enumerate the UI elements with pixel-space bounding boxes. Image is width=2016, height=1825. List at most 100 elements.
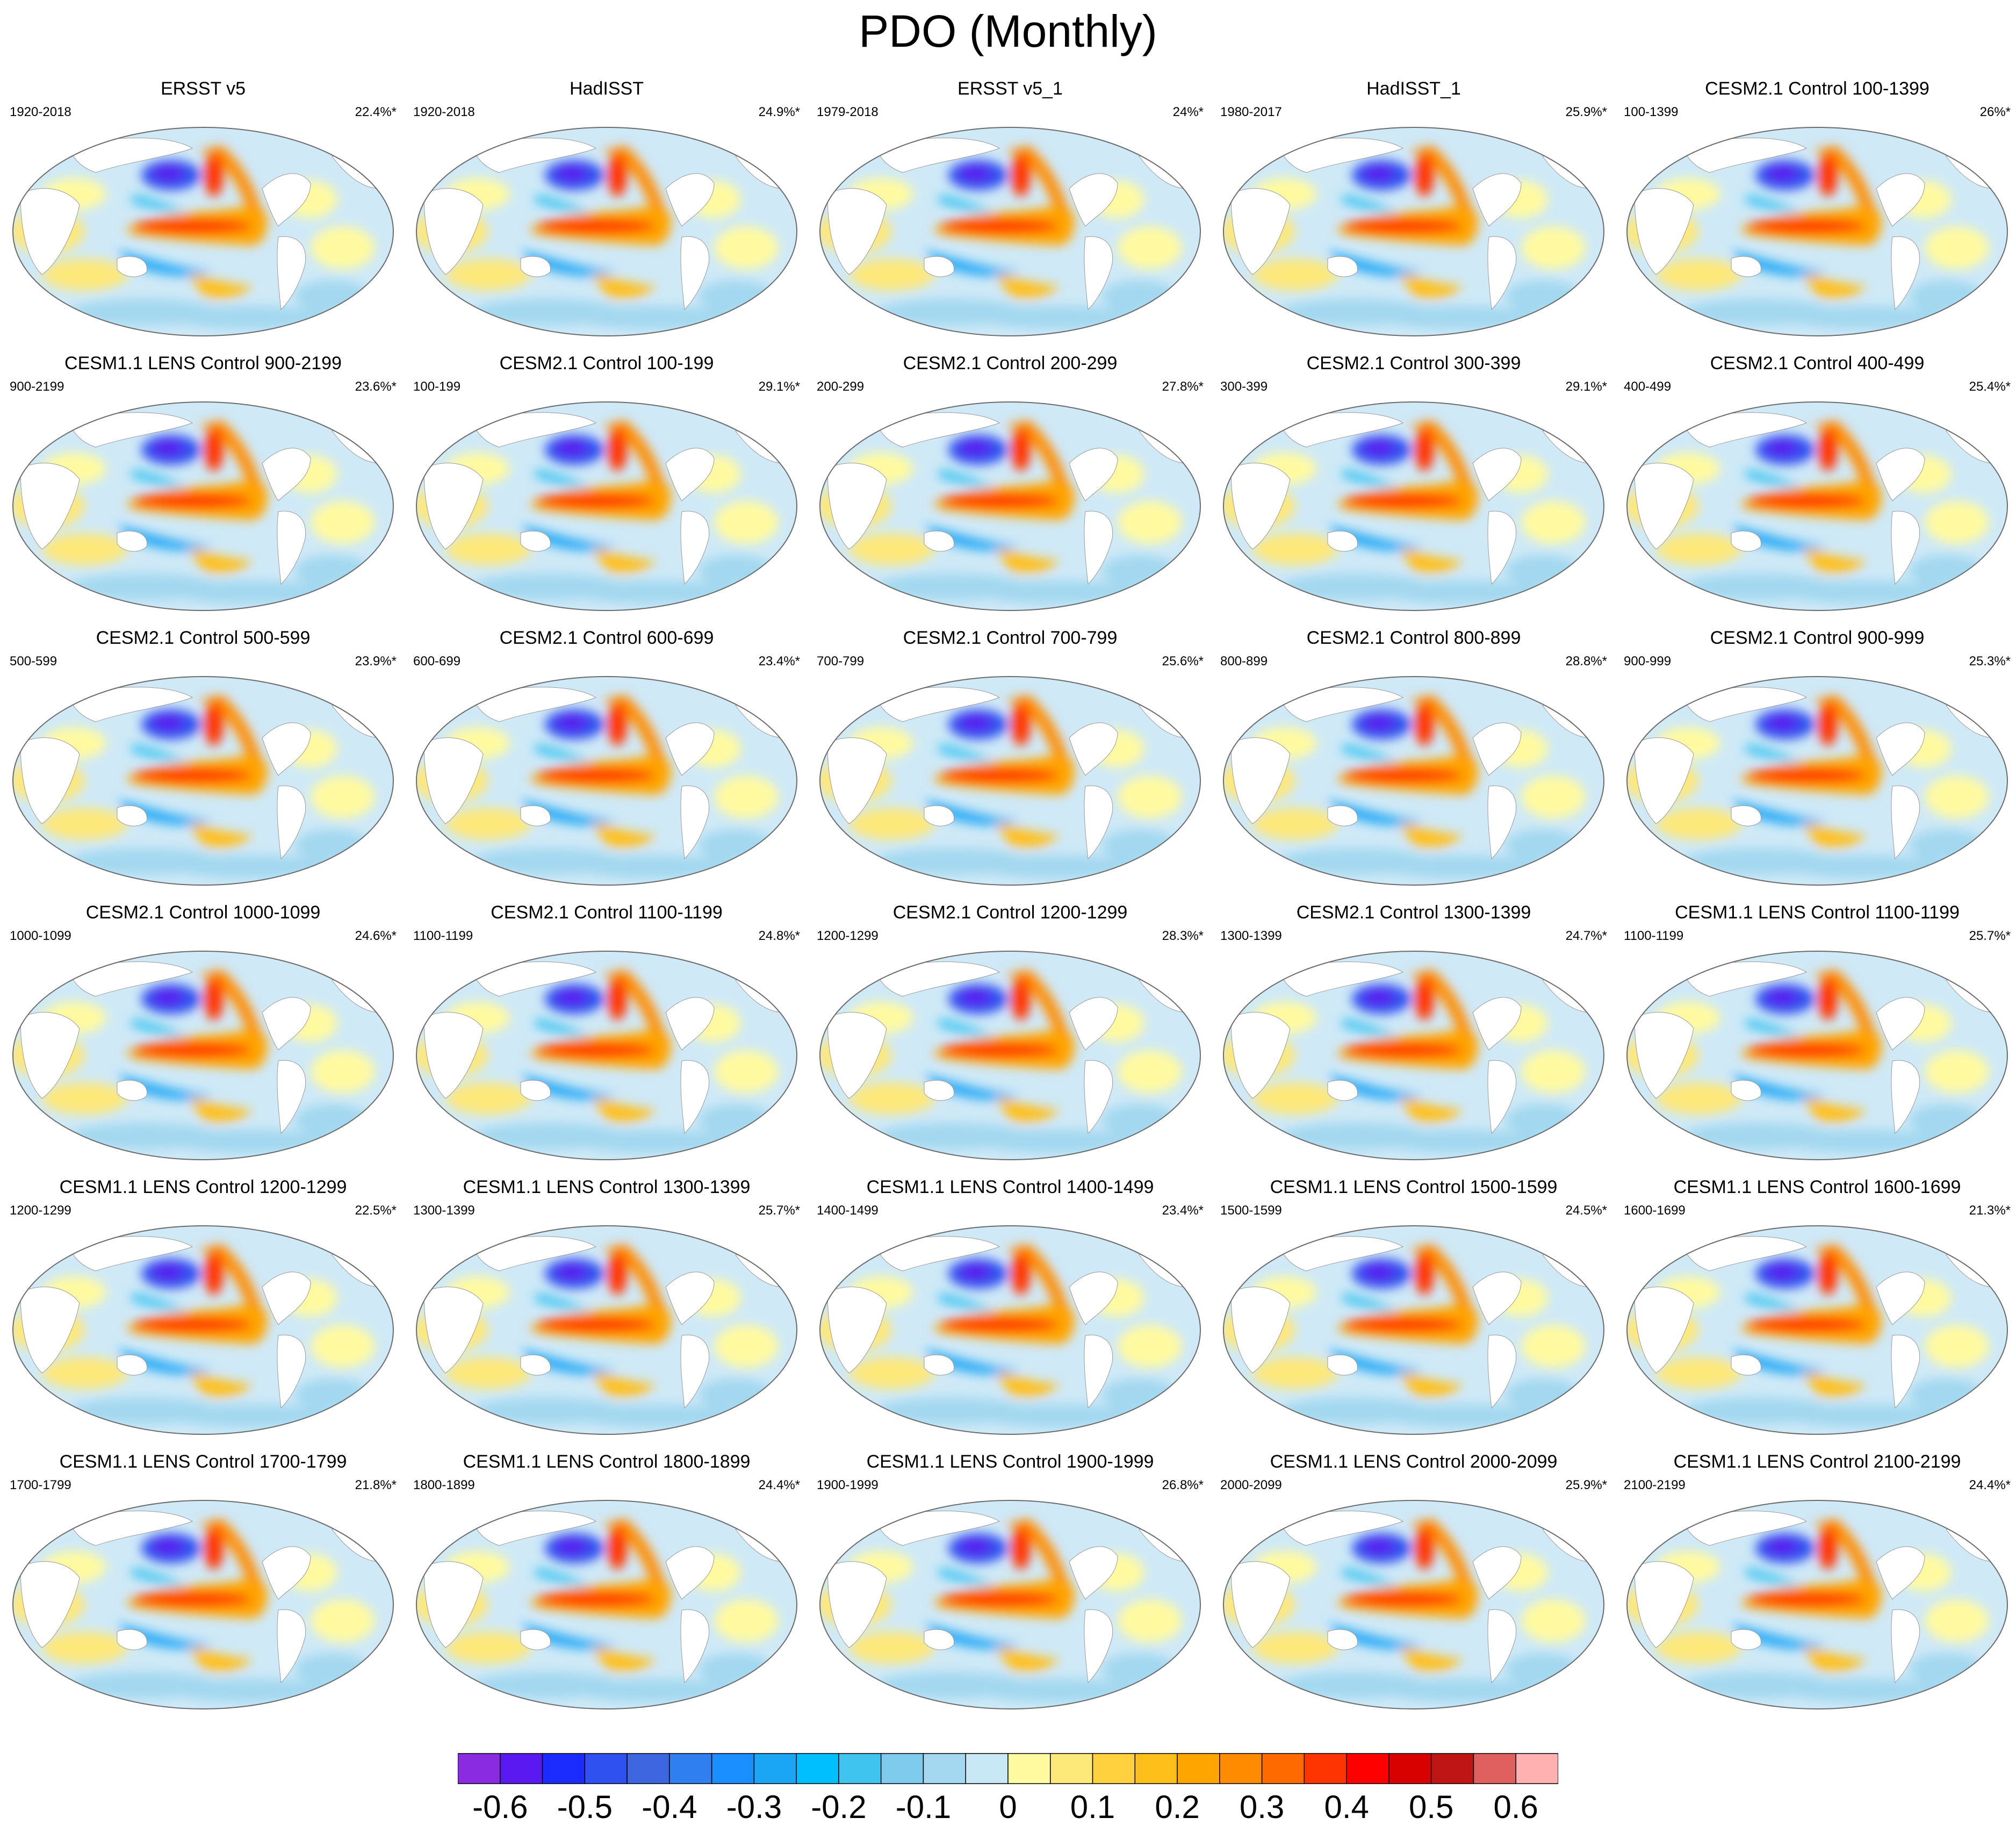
map-panel: CESM1.1 LENS Control 1300-1399 1300-1399 2… <box>408 1176 805 1445</box>
land-north-america <box>1472 722 1522 776</box>
panel-years: 300-399 <box>1220 379 1268 394</box>
panel-years: 1700-1799 <box>10 1478 71 1492</box>
pdo-pattern-map <box>1223 1500 1604 1709</box>
colorbar-cell <box>880 1753 924 1784</box>
land-africa <box>423 188 484 275</box>
panel-variance-explained: 22.5%* <box>355 1203 397 1218</box>
land-south-america <box>277 511 306 585</box>
land-eurasia <box>875 138 1000 173</box>
map-border <box>416 127 797 336</box>
pdo-pattern-map <box>1626 951 2008 1160</box>
land-africa <box>827 1561 887 1648</box>
pdo-pattern-map <box>416 127 797 336</box>
panel-title: CESM2.1 Control 500-599 <box>96 628 311 648</box>
land-australia <box>117 1080 147 1101</box>
panel-variance-explained: 25.6%* <box>1162 654 1204 669</box>
map-border <box>1223 951 1604 1160</box>
map-panel: CESM2.1 Control 300-399 300-399 29.1%* <box>1215 353 1612 621</box>
colorbar-tick-label: -0.6 <box>472 1789 528 1825</box>
map-panel: CESM1.1 LENS Control 2000-2099 2000-2099 2… <box>1215 1451 1612 1720</box>
colorbar-cell <box>1050 1753 1093 1784</box>
land-north-america <box>1069 173 1118 227</box>
land-north-america <box>1876 1271 1925 1325</box>
land-north-america <box>262 173 311 227</box>
land-south-america <box>277 1609 306 1684</box>
land-eurasia <box>472 687 597 722</box>
panel-title: CESM1.1 LENS Control 900-2199 <box>64 353 342 373</box>
land-south-america <box>1487 236 1517 311</box>
land-africa <box>827 1012 887 1099</box>
colorbar-cell <box>965 1753 1009 1784</box>
land-eurasia <box>875 687 1000 722</box>
pdo-pattern-map <box>1626 676 2008 886</box>
land-north-america <box>665 997 715 1051</box>
map-panel: CESM2.1 Control 1300-1399 1300-1399 24.7%* <box>1215 902 1612 1170</box>
land-south-america <box>277 785 306 860</box>
land-north-america <box>1069 997 1118 1051</box>
panel-years: 900-2199 <box>10 379 64 394</box>
land-south-america <box>1891 785 1920 860</box>
pdo-pattern-map <box>1626 127 2008 336</box>
map-border <box>819 676 1201 886</box>
map-panel: CESM1.1 LENS Control 1400-1499 1400-1499 2… <box>811 1176 1209 1445</box>
pdo-pattern-map <box>819 401 1201 611</box>
panel-years: 1100-1199 <box>413 929 473 943</box>
land-south-america <box>1487 1334 1517 1409</box>
land-eurasia <box>875 412 1000 448</box>
land-eurasia <box>1279 138 1404 173</box>
map-border <box>1223 127 1604 336</box>
land-south-america <box>680 236 710 311</box>
panel-title: CESM2.1 Control 200-299 <box>903 353 1118 373</box>
map-border <box>819 1225 1201 1435</box>
land-north-america <box>1472 1546 1522 1600</box>
land-north-america <box>1069 1546 1118 1600</box>
panel-variance-explained: 27.8%* <box>1162 379 1204 394</box>
panel-years: 700-799 <box>817 654 865 669</box>
map-border <box>12 401 394 611</box>
colorbar-cell <box>796 1753 839 1784</box>
panel-variance-explained: 25.3%* <box>1969 654 2011 669</box>
panel-title: CESM2.1 Control 300-399 <box>1306 353 1521 373</box>
panel-title: HadISST <box>570 78 644 99</box>
land-australia <box>520 1629 551 1650</box>
land-eurasia <box>1682 961 1808 997</box>
land-south-america <box>1891 511 1920 585</box>
panel-variance-explained: 24.5%* <box>1565 1203 1607 1218</box>
land-australia <box>520 1080 551 1101</box>
land-eurasia <box>1279 1511 1404 1546</box>
land-australia <box>1731 1629 1761 1650</box>
map-border <box>1626 127 2008 336</box>
panel-variance-explained: 25.7%* <box>758 1203 800 1218</box>
map-panel: CESM2.1 Control 900-999 900-999 25.3%* <box>1618 627 2016 896</box>
land-eurasia <box>472 1236 597 1271</box>
pdo-pattern-map <box>819 127 1201 336</box>
land-south-america <box>1084 1609 1113 1684</box>
land-north-america <box>262 722 311 776</box>
land-eurasia <box>68 687 193 722</box>
panel-variance-explained: 28.3%* <box>1162 929 1204 943</box>
map-border <box>12 951 394 1160</box>
land-africa <box>1230 737 1291 824</box>
map-border <box>1223 1225 1604 1435</box>
map-panel: CESM2.1 Control 700-799 700-799 25.6%* <box>811 627 1209 896</box>
land-south-america <box>1487 1060 1517 1134</box>
colorbar-cell <box>1177 1753 1220 1784</box>
pdo-pattern-map <box>12 1225 394 1435</box>
land-australia <box>117 256 147 277</box>
land-eurasia <box>472 1511 597 1546</box>
map-panel: CESM2.1 Control 1200-1299 1200-1299 28.3%* <box>811 902 1209 1170</box>
panel-variance-explained: 23.4%* <box>758 654 800 669</box>
land-australia <box>520 805 551 827</box>
pdo-pattern-map <box>1626 401 2008 611</box>
land-africa <box>827 188 887 275</box>
colorbar-tick-label: 0 <box>999 1789 1017 1825</box>
land-australia <box>924 530 954 552</box>
land-africa <box>1230 188 1291 275</box>
map-panel: CESM2.1 Control 1000-1099 1000-1099 24.6%* <box>4 902 402 1170</box>
land-north-america <box>1069 1271 1118 1325</box>
panel-title: CESM2.1 Control 100-199 <box>499 353 714 373</box>
colorbar-cell <box>627 1753 670 1784</box>
land-africa <box>423 1012 484 1099</box>
panel-variance-explained: 26.8%* <box>1162 1478 1204 1492</box>
map-border <box>819 401 1201 611</box>
